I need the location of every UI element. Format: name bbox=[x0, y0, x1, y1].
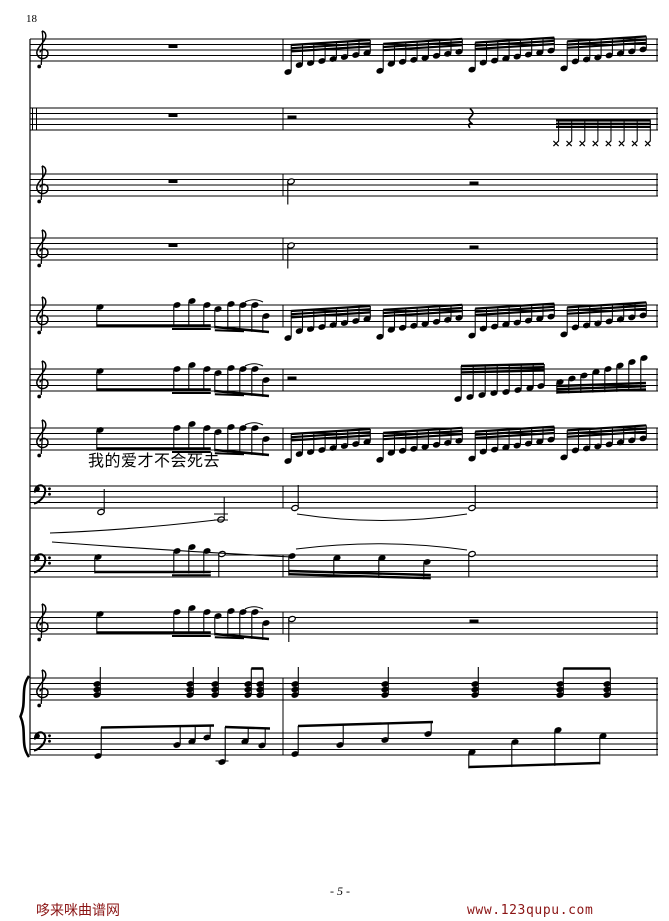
staff-12 bbox=[30, 720, 658, 769]
footer-page-number: - 5 - bbox=[330, 884, 350, 898]
whole-rest bbox=[168, 113, 178, 117]
treble-clef bbox=[36, 165, 49, 195]
staff-7 bbox=[30, 419, 658, 464]
whole-rest bbox=[168, 179, 178, 183]
slur-line bbox=[51, 541, 293, 558]
whole-rest bbox=[168, 243, 178, 247]
treble-clef bbox=[36, 296, 49, 326]
staff-10 bbox=[30, 603, 658, 642]
piano-brace bbox=[19, 675, 31, 758]
staff-1 bbox=[30, 30, 658, 75]
footer-site-name: 哆来咪曲谱网 bbox=[36, 903, 120, 919]
quarter-rest bbox=[467, 107, 474, 129]
lyrics-line: 我的爱才不会死去 bbox=[88, 451, 221, 470]
staff-4 bbox=[30, 229, 658, 269]
half-rest bbox=[287, 376, 297, 380]
half-rest bbox=[469, 619, 479, 623]
tie bbox=[244, 606, 264, 610]
slur-line bbox=[49, 519, 217, 534]
treble-clef bbox=[36, 30, 49, 60]
treble-clef bbox=[36, 229, 49, 259]
half-rest bbox=[469, 245, 479, 249]
staff-2 bbox=[30, 107, 658, 147]
treble-clef bbox=[36, 603, 49, 633]
treble-clef bbox=[36, 360, 49, 390]
staff-11 bbox=[30, 667, 658, 708]
whole-rest bbox=[168, 44, 178, 48]
staff-3 bbox=[30, 165, 658, 205]
measure-number: 18 bbox=[26, 13, 37, 25]
staff-9 bbox=[30, 544, 658, 580]
half-rest bbox=[469, 181, 479, 185]
slur-line bbox=[296, 513, 468, 522]
staff-5 bbox=[30, 296, 658, 341]
staff-8 bbox=[30, 484, 658, 523]
staff-6 bbox=[30, 355, 658, 402]
slur-line bbox=[295, 543, 468, 551]
treble-clef bbox=[36, 419, 49, 449]
footer-site-url: www.123qupu.com bbox=[467, 903, 594, 918]
treble-clef bbox=[36, 669, 49, 699]
half-rest bbox=[287, 115, 297, 119]
tie bbox=[244, 363, 264, 367]
tie bbox=[244, 299, 264, 303]
tie bbox=[244, 422, 264, 426]
